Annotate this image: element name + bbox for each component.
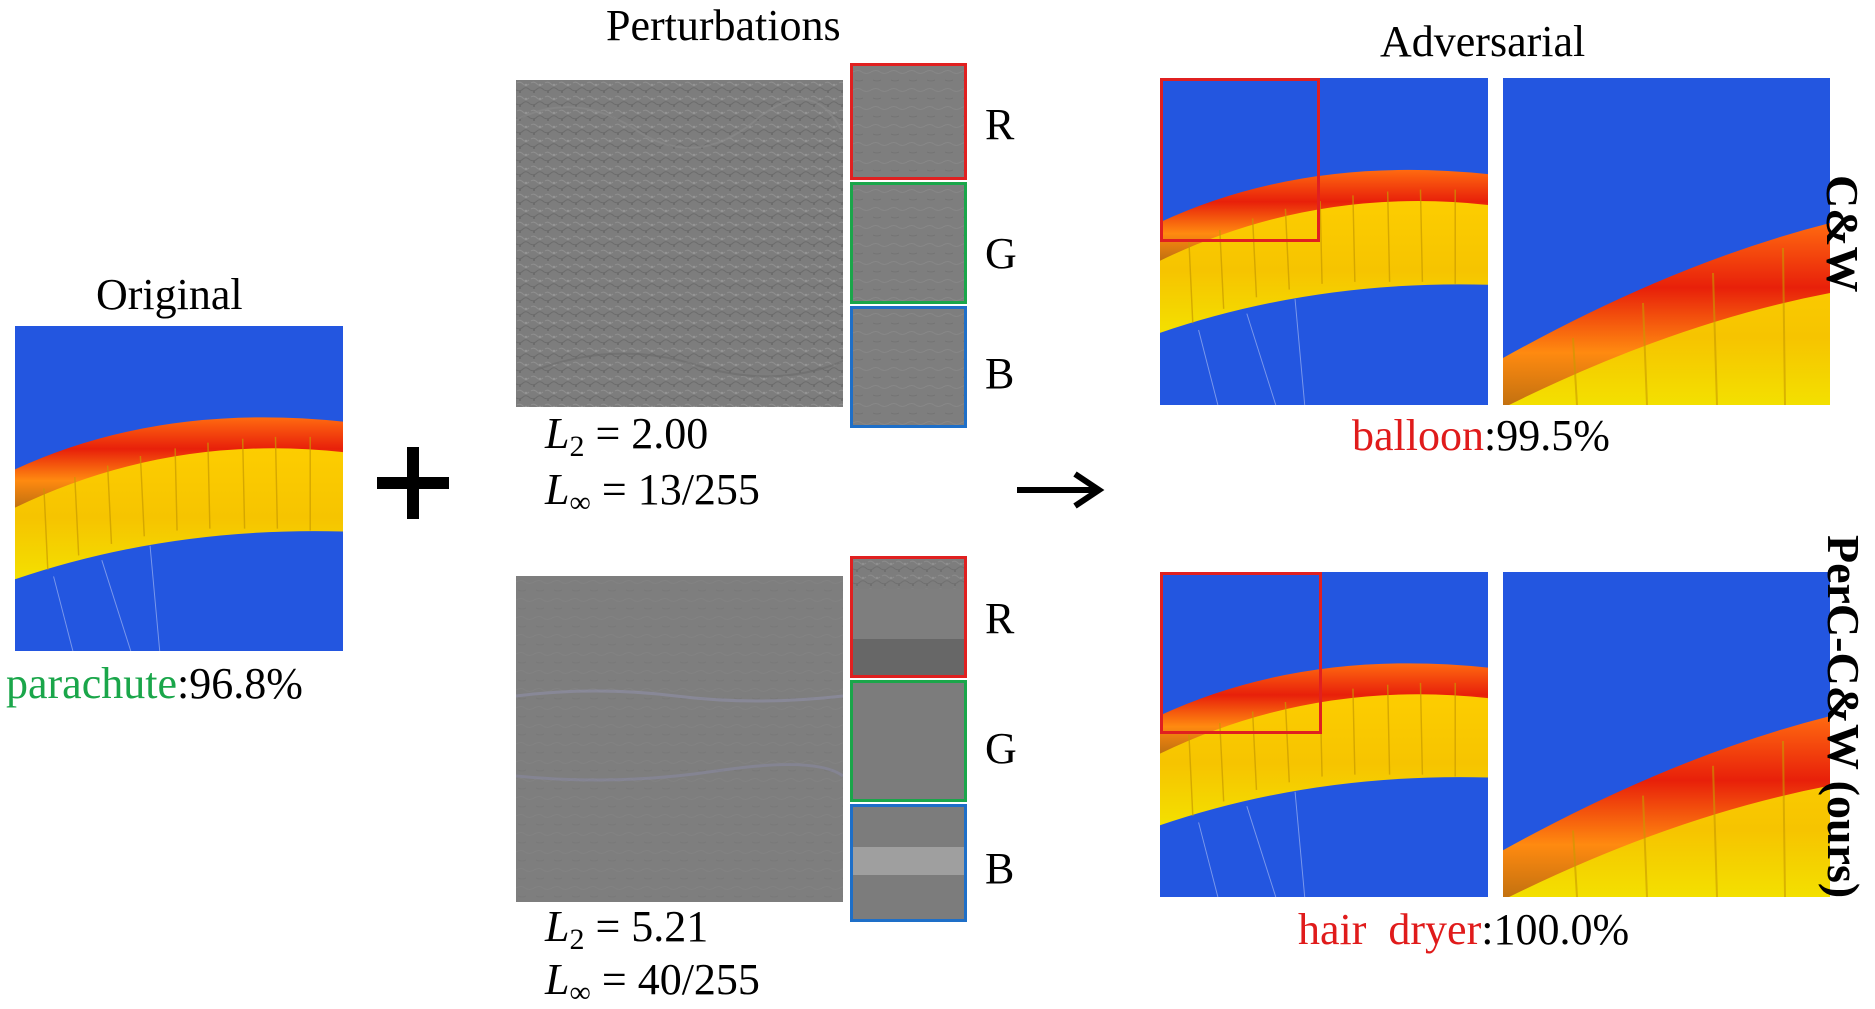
- channel-top-b: B: [985, 349, 1015, 398]
- perturbation-top-b: [850, 306, 967, 428]
- adversarial-cw-image: [1160, 78, 1488, 405]
- original-image: [15, 326, 343, 651]
- zoom-region-box: [1160, 572, 1322, 734]
- plus-icon: [375, 445, 451, 521]
- channel-bottom-b: B: [985, 844, 1015, 893]
- l2-value: = 5.21: [595, 902, 709, 951]
- adversarial-title: Adversarial: [1380, 17, 1586, 66]
- original-class: parachute: [6, 659, 177, 708]
- adversarial-cw-zoom: [1503, 78, 1830, 405]
- l2-value: = 2.00: [595, 409, 709, 458]
- perturbation-top-g: [850, 182, 967, 304]
- method-label-cw: C&W: [1817, 175, 1868, 293]
- cw-sep: :: [1483, 411, 1497, 460]
- adversarial-perc-zoom: [1503, 572, 1830, 897]
- l2-symbol: L: [545, 902, 570, 951]
- perturbation-bottom-g: [850, 680, 967, 802]
- perturbation-bottom-r: [850, 556, 967, 678]
- perturbation-bottom-b: [850, 804, 967, 922]
- perc-sep: :: [1481, 905, 1494, 954]
- original-confidence: 96.8%: [189, 659, 303, 708]
- cw-class: balloon: [1352, 411, 1484, 460]
- zoom-region-box: [1160, 78, 1320, 242]
- original-title: Original: [96, 270, 243, 319]
- channel-bottom-g: G: [985, 724, 1017, 773]
- adversarial-cw-label: balloon:99.5%: [1352, 414, 1610, 458]
- perc-class: hair dryer: [1298, 905, 1482, 954]
- perturbation-top-image: [516, 80, 843, 407]
- original-label: parachute:96.8%: [6, 662, 303, 706]
- channel-bottom-r: R: [985, 594, 1015, 643]
- linf-symbol: L: [545, 465, 570, 514]
- channel-top-r: R: [985, 100, 1015, 149]
- perturbation-top-r: [850, 63, 967, 180]
- bottom-linf-norm: L∞ = 40/255: [545, 955, 760, 1009]
- perturbations-title: Perturbations: [606, 1, 841, 50]
- top-l2-norm: L2 = 2.00: [545, 409, 709, 463]
- perturbation-bottom-image: [516, 576, 843, 902]
- linf-value: = 13/255: [601, 465, 760, 514]
- bottom-l2-norm: L2 = 5.21: [545, 902, 709, 956]
- adversarial-perc-image: [1160, 572, 1488, 897]
- channel-top-g: G: [985, 229, 1017, 278]
- cw-confidence: 99.5%: [1496, 411, 1610, 460]
- original-sep: :: [177, 659, 190, 708]
- top-linf-norm: L∞ = 13/255: [545, 465, 760, 519]
- linf-value: = 40/255: [601, 955, 760, 1004]
- adversarial-perc-label: hair dryer:100.0%: [1298, 908, 1629, 952]
- method-label-perc: PerC-C&W (ours): [1818, 535, 1869, 899]
- perc-confidence: 100.0%: [1493, 905, 1630, 954]
- arrow-right-icon: [1015, 470, 1105, 510]
- l2-symbol: L: [545, 409, 570, 458]
- linf-symbol: L: [545, 955, 570, 1004]
